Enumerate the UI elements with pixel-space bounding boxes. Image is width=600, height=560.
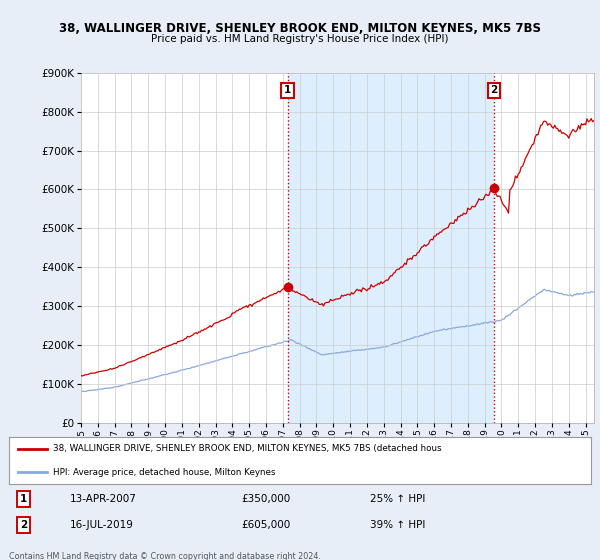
Text: HPI: Average price, detached house, Milton Keynes: HPI: Average price, detached house, Milt… <box>53 468 275 477</box>
Text: 2: 2 <box>20 520 27 530</box>
Bar <box>287 73 494 423</box>
Text: 39% ↑ HPI: 39% ↑ HPI <box>370 520 425 530</box>
Text: 38, WALLINGER DRIVE, SHENLEY BROOK END, MILTON KEYNES, MK5 7BS (detached hous: 38, WALLINGER DRIVE, SHENLEY BROOK END, … <box>53 444 441 453</box>
Text: £350,000: £350,000 <box>242 493 291 503</box>
Text: Contains HM Land Registry data © Crown copyright and database right 2024.
This d: Contains HM Land Registry data © Crown c… <box>9 552 321 560</box>
Text: £605,000: £605,000 <box>242 520 291 530</box>
Text: Price paid vs. HM Land Registry's House Price Index (HPI): Price paid vs. HM Land Registry's House … <box>151 34 449 44</box>
Text: 16-JUL-2019: 16-JUL-2019 <box>70 520 134 530</box>
Text: 13-APR-2007: 13-APR-2007 <box>70 493 137 503</box>
Text: 25% ↑ HPI: 25% ↑ HPI <box>370 493 425 503</box>
Text: 1: 1 <box>20 493 27 503</box>
Text: 2: 2 <box>490 85 497 95</box>
Text: 1: 1 <box>284 85 291 95</box>
Text: 38, WALLINGER DRIVE, SHENLEY BROOK END, MILTON KEYNES, MK5 7BS: 38, WALLINGER DRIVE, SHENLEY BROOK END, … <box>59 22 541 35</box>
